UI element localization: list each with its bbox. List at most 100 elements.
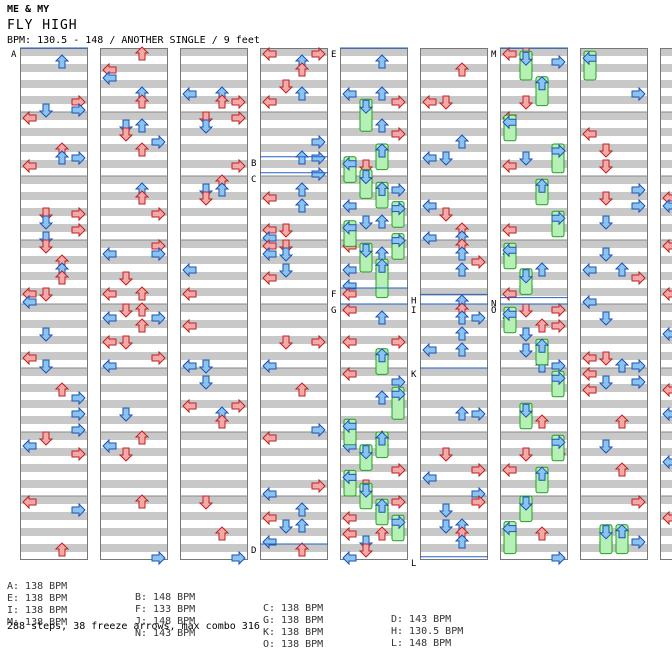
freeze-arrow-head (374, 143, 390, 158)
beat-band (260, 496, 328, 504)
beat-band (340, 432, 408, 440)
step-arrow (262, 430, 277, 446)
step-arrow (374, 54, 390, 69)
beat-band (580, 112, 648, 120)
step-arrow (438, 151, 454, 166)
step-arrow (631, 270, 646, 286)
beat-band (500, 480, 568, 488)
step-arrow (471, 254, 486, 270)
step-arrow (342, 510, 357, 526)
beat-band (340, 288, 408, 296)
step-arrow (598, 247, 614, 262)
step-arrow (54, 542, 70, 557)
step-arrow (311, 166, 326, 182)
beat-band (20, 512, 88, 520)
beat-band (660, 528, 672, 536)
step-arrow (262, 270, 277, 286)
step-arrow (454, 62, 470, 77)
beat-band (500, 256, 568, 264)
beat-band (100, 112, 168, 120)
beat-band (660, 432, 672, 440)
beat-band (180, 256, 248, 264)
beat-band (100, 144, 168, 152)
beat-band (660, 224, 672, 232)
beat-band (180, 528, 248, 536)
beat-band (260, 64, 328, 72)
beat-band (20, 320, 88, 328)
beat-band (340, 80, 408, 88)
step-arrow (662, 510, 672, 526)
beat-band (500, 512, 568, 520)
bpm-marker-label: D (251, 546, 256, 556)
legend-row: I: 138 BPM J: 148 BPM K: 138 BPM L: 148 … (7, 594, 451, 649)
step-arrow (551, 54, 566, 70)
step-arrow (38, 431, 54, 446)
beat-band (260, 512, 328, 520)
step-arrow (342, 334, 357, 350)
step-arrow (151, 246, 166, 262)
beat-band (20, 160, 88, 168)
beat-band (20, 208, 88, 216)
beat-band (340, 176, 408, 184)
beat-band (420, 352, 488, 360)
step-arrow (231, 94, 246, 110)
step-arrow (662, 382, 672, 398)
beat-band (420, 112, 488, 120)
beat-band (20, 64, 88, 72)
step-arrow (294, 382, 310, 397)
step-arrow (102, 246, 117, 262)
step-arrow (342, 198, 357, 214)
step-arrow (518, 447, 534, 462)
beat-band (260, 544, 328, 552)
step-arrow (198, 495, 214, 510)
step-arrow (422, 198, 437, 214)
step-arrow (374, 526, 390, 541)
step-arrow (151, 134, 166, 150)
beat-band (20, 112, 88, 120)
step-arrow (182, 262, 197, 278)
step-arrow (71, 390, 86, 406)
beat-band (340, 256, 408, 264)
beat-band (580, 320, 648, 328)
beat-band (340, 304, 408, 312)
step-arrow (614, 462, 630, 477)
step-arrow (71, 406, 86, 422)
beat-band (260, 144, 328, 152)
beat-band (500, 384, 568, 392)
beat-band (20, 288, 88, 296)
step-arrow (631, 374, 646, 390)
bpm-marker-label: C (251, 175, 256, 185)
beat-band (420, 384, 488, 392)
step-arrow (71, 446, 86, 462)
beat-band (100, 48, 168, 56)
beat-band (580, 240, 648, 248)
beat-band (20, 48, 88, 56)
beat-band (100, 208, 168, 216)
step-arrow (454, 262, 470, 277)
step-arrow (134, 430, 150, 445)
beat-band (580, 304, 648, 312)
step-arrow (598, 351, 614, 366)
step-arrow (22, 438, 37, 454)
beat-band (340, 400, 408, 408)
step-arrow (631, 182, 646, 198)
step-arrow (614, 414, 630, 429)
beat-band (580, 400, 648, 408)
beat-band (500, 224, 568, 232)
beat-band (20, 416, 88, 424)
freeze-arrow-head (534, 466, 550, 481)
step-arrow (422, 230, 437, 246)
step-arrow (262, 486, 277, 502)
step-arrow (454, 342, 470, 357)
beat-band (100, 176, 168, 184)
freeze-arrow-head (551, 434, 566, 450)
legend-entry: A: 138 BPM (7, 581, 68, 592)
step-arrow (134, 302, 150, 317)
step-arrow (422, 470, 437, 486)
beat-band (340, 144, 408, 152)
step-arrow (102, 358, 117, 374)
beat-band (660, 256, 672, 264)
step-arrow (22, 350, 37, 366)
beat-band (180, 384, 248, 392)
beat-band (500, 336, 568, 344)
